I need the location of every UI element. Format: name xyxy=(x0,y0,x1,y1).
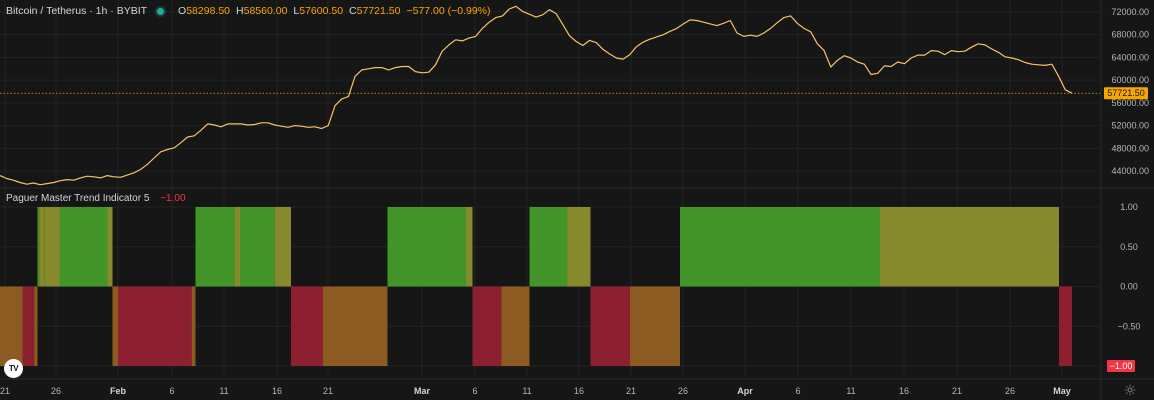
indicator-bar xyxy=(191,286,196,366)
indicator-bar xyxy=(44,207,60,287)
indicator-axis-tick: 0.50 xyxy=(1120,242,1138,252)
indicator-bar xyxy=(59,207,108,287)
indicator-value-badge xyxy=(1107,360,1135,372)
symbol-legend: Bitcoin / Tetherus · 1h · BYBIT O 58298.5… xyxy=(6,4,491,18)
indicator-value: −1.00 xyxy=(160,193,186,204)
indicator-axis-tick: 0.00 xyxy=(1120,282,1138,292)
indicator-bar xyxy=(39,207,45,287)
time-axis-label: 21 xyxy=(323,386,333,396)
indicator-bar xyxy=(590,286,630,366)
indicator-bar xyxy=(235,207,240,287)
indicator-bar xyxy=(195,207,235,287)
time-axis-label: Apr xyxy=(737,386,753,396)
open-label: O xyxy=(178,5,187,17)
market-status-icon xyxy=(157,7,165,15)
price-axis-tick: 56000.00 xyxy=(1111,98,1149,108)
time-axis-label: 6 xyxy=(472,386,477,396)
indicator-axis-tick: −0.50 xyxy=(1118,321,1141,331)
time-axis-label: 26 xyxy=(51,386,61,396)
time-axis-label: 11 xyxy=(522,386,531,396)
time-axis-label: 21 xyxy=(952,386,962,396)
time-axis-label: 16 xyxy=(899,386,909,396)
time-axis-label: 6 xyxy=(169,386,174,396)
price-series-line xyxy=(0,5,1073,186)
indicator-bar xyxy=(1059,286,1072,366)
time-axis-label: 6 xyxy=(795,386,800,396)
indicator-bar xyxy=(472,286,502,366)
indicator-bar xyxy=(529,207,568,287)
price-axis-tick: 60000.00 xyxy=(1111,75,1149,85)
low-label: L xyxy=(293,5,300,17)
indicator-current-value: −1.00 xyxy=(1110,361,1133,371)
price-change: −577.00 (−0.99%) xyxy=(406,5,491,17)
indicator-bar xyxy=(567,207,591,287)
time-axis-label: Mar xyxy=(414,386,431,396)
indicator-bar xyxy=(240,207,275,287)
indicator-bar xyxy=(34,286,38,366)
time-axis-label: 21 xyxy=(0,386,10,396)
indicator-bar xyxy=(466,207,473,287)
indicator-legend[interactable]: Paguer Master Trend Indicator 5 −1.00 xyxy=(6,193,186,204)
price-axis-tick: 68000.00 xyxy=(1111,30,1149,40)
indicator-bar xyxy=(274,207,291,287)
close-value: 57721.50 xyxy=(356,5,401,17)
price-axis-tick: 44000.00 xyxy=(1111,166,1149,176)
last-price-value: 57721.50 xyxy=(1107,88,1145,98)
indicator-bars xyxy=(0,207,1072,366)
price-axis-tick: 48000.00 xyxy=(1111,143,1149,153)
time-axis-label: May xyxy=(1053,386,1071,396)
indicator-name[interactable]: Paguer Master Trend Indicator 5 xyxy=(6,193,150,204)
indicator-bar xyxy=(22,286,35,366)
time-axis-label: 16 xyxy=(574,386,584,396)
price-axis-tick: 64000.00 xyxy=(1111,52,1149,62)
indicator-bar xyxy=(37,207,40,287)
low-value: 57600.50 xyxy=(299,5,344,17)
open-value: 58298.50 xyxy=(186,5,231,17)
indicator-bar xyxy=(118,286,192,366)
close-label: C xyxy=(349,5,357,17)
indicator-bar xyxy=(0,286,23,366)
symbol-title[interactable]: Bitcoin / Tetherus · 1h · BYBIT xyxy=(6,5,148,17)
tradingview-logo-icon[interactable]: TV xyxy=(4,359,23,378)
indicator-bar xyxy=(107,207,113,287)
indicator-bar xyxy=(501,286,530,366)
time-axis-label: 11 xyxy=(219,386,228,396)
indicator-bar xyxy=(291,286,323,366)
time-axis-label: 26 xyxy=(678,386,688,396)
time-axis-label: 11 xyxy=(846,386,855,396)
indicator-bar xyxy=(680,207,880,287)
gear-icon[interactable] xyxy=(1124,384,1136,396)
time-axis-label: 21 xyxy=(626,386,636,396)
indicator-bar xyxy=(880,207,1059,287)
time-axis-label: Feb xyxy=(110,386,127,396)
time-axis-label: 26 xyxy=(1005,386,1015,396)
indicator-bar xyxy=(112,286,118,366)
indicator-bar xyxy=(387,207,466,287)
time-axis-label: 16 xyxy=(272,386,282,396)
price-axis-tick: 72000.00 xyxy=(1111,7,1149,17)
last-price-badge xyxy=(1104,87,1148,100)
price-axis-tick: 52000.00 xyxy=(1111,121,1149,131)
indicator-axis-tick: 1.00 xyxy=(1120,202,1138,212)
high-label: H xyxy=(236,5,244,17)
indicator-bar xyxy=(323,286,388,366)
indicator-bar xyxy=(630,286,680,366)
high-value: 58560.00 xyxy=(243,5,288,17)
